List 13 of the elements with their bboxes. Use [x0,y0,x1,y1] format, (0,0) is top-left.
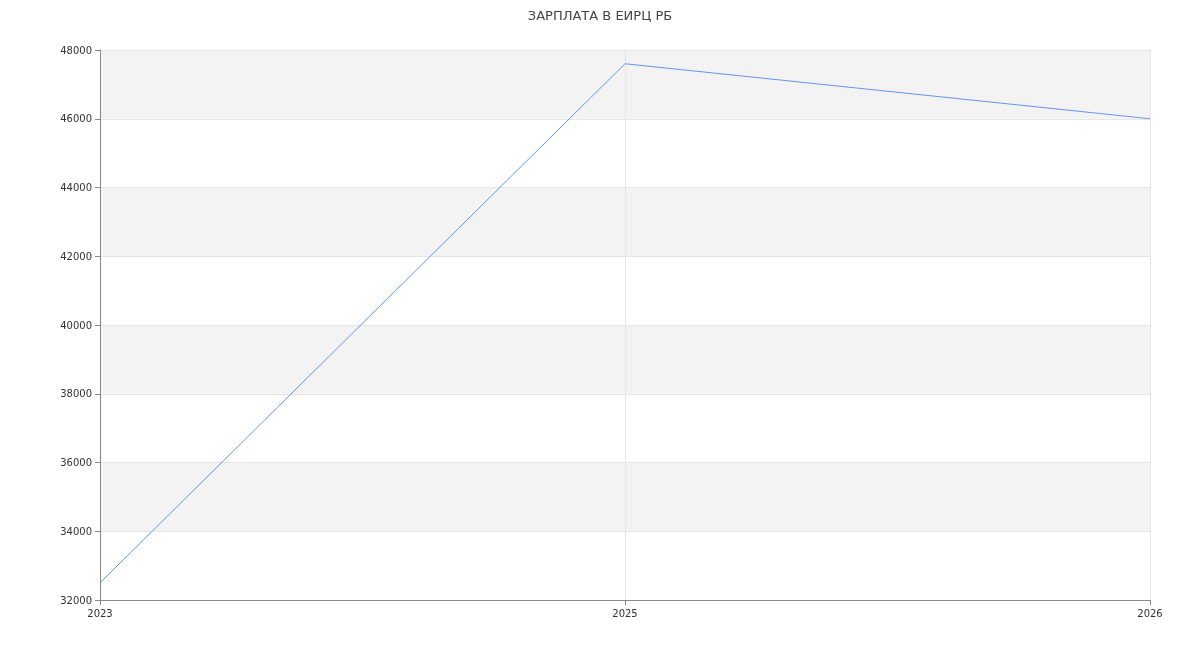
y-tick-label: 38000 [60,388,92,400]
y-tick-label: 32000 [60,594,92,606]
y-tick-label: 44000 [60,182,92,193]
y-tick-label: 36000 [60,457,92,468]
x-tick-label: 2026 [1137,607,1163,619]
chart-title: ЗАРПЛАТА В ЕИРЦ РБ [527,8,673,23]
y-tick-label: 48000 [60,44,92,56]
y-tick-label: 40000 [60,319,92,331]
y-tick-label: 46000 [60,113,92,125]
x-tick-label: 2023 [87,607,113,619]
x-tick-label: 2025 [612,607,638,619]
y-tick-label: 42000 [60,250,92,262]
y-tick-label: 34000 [60,525,92,537]
